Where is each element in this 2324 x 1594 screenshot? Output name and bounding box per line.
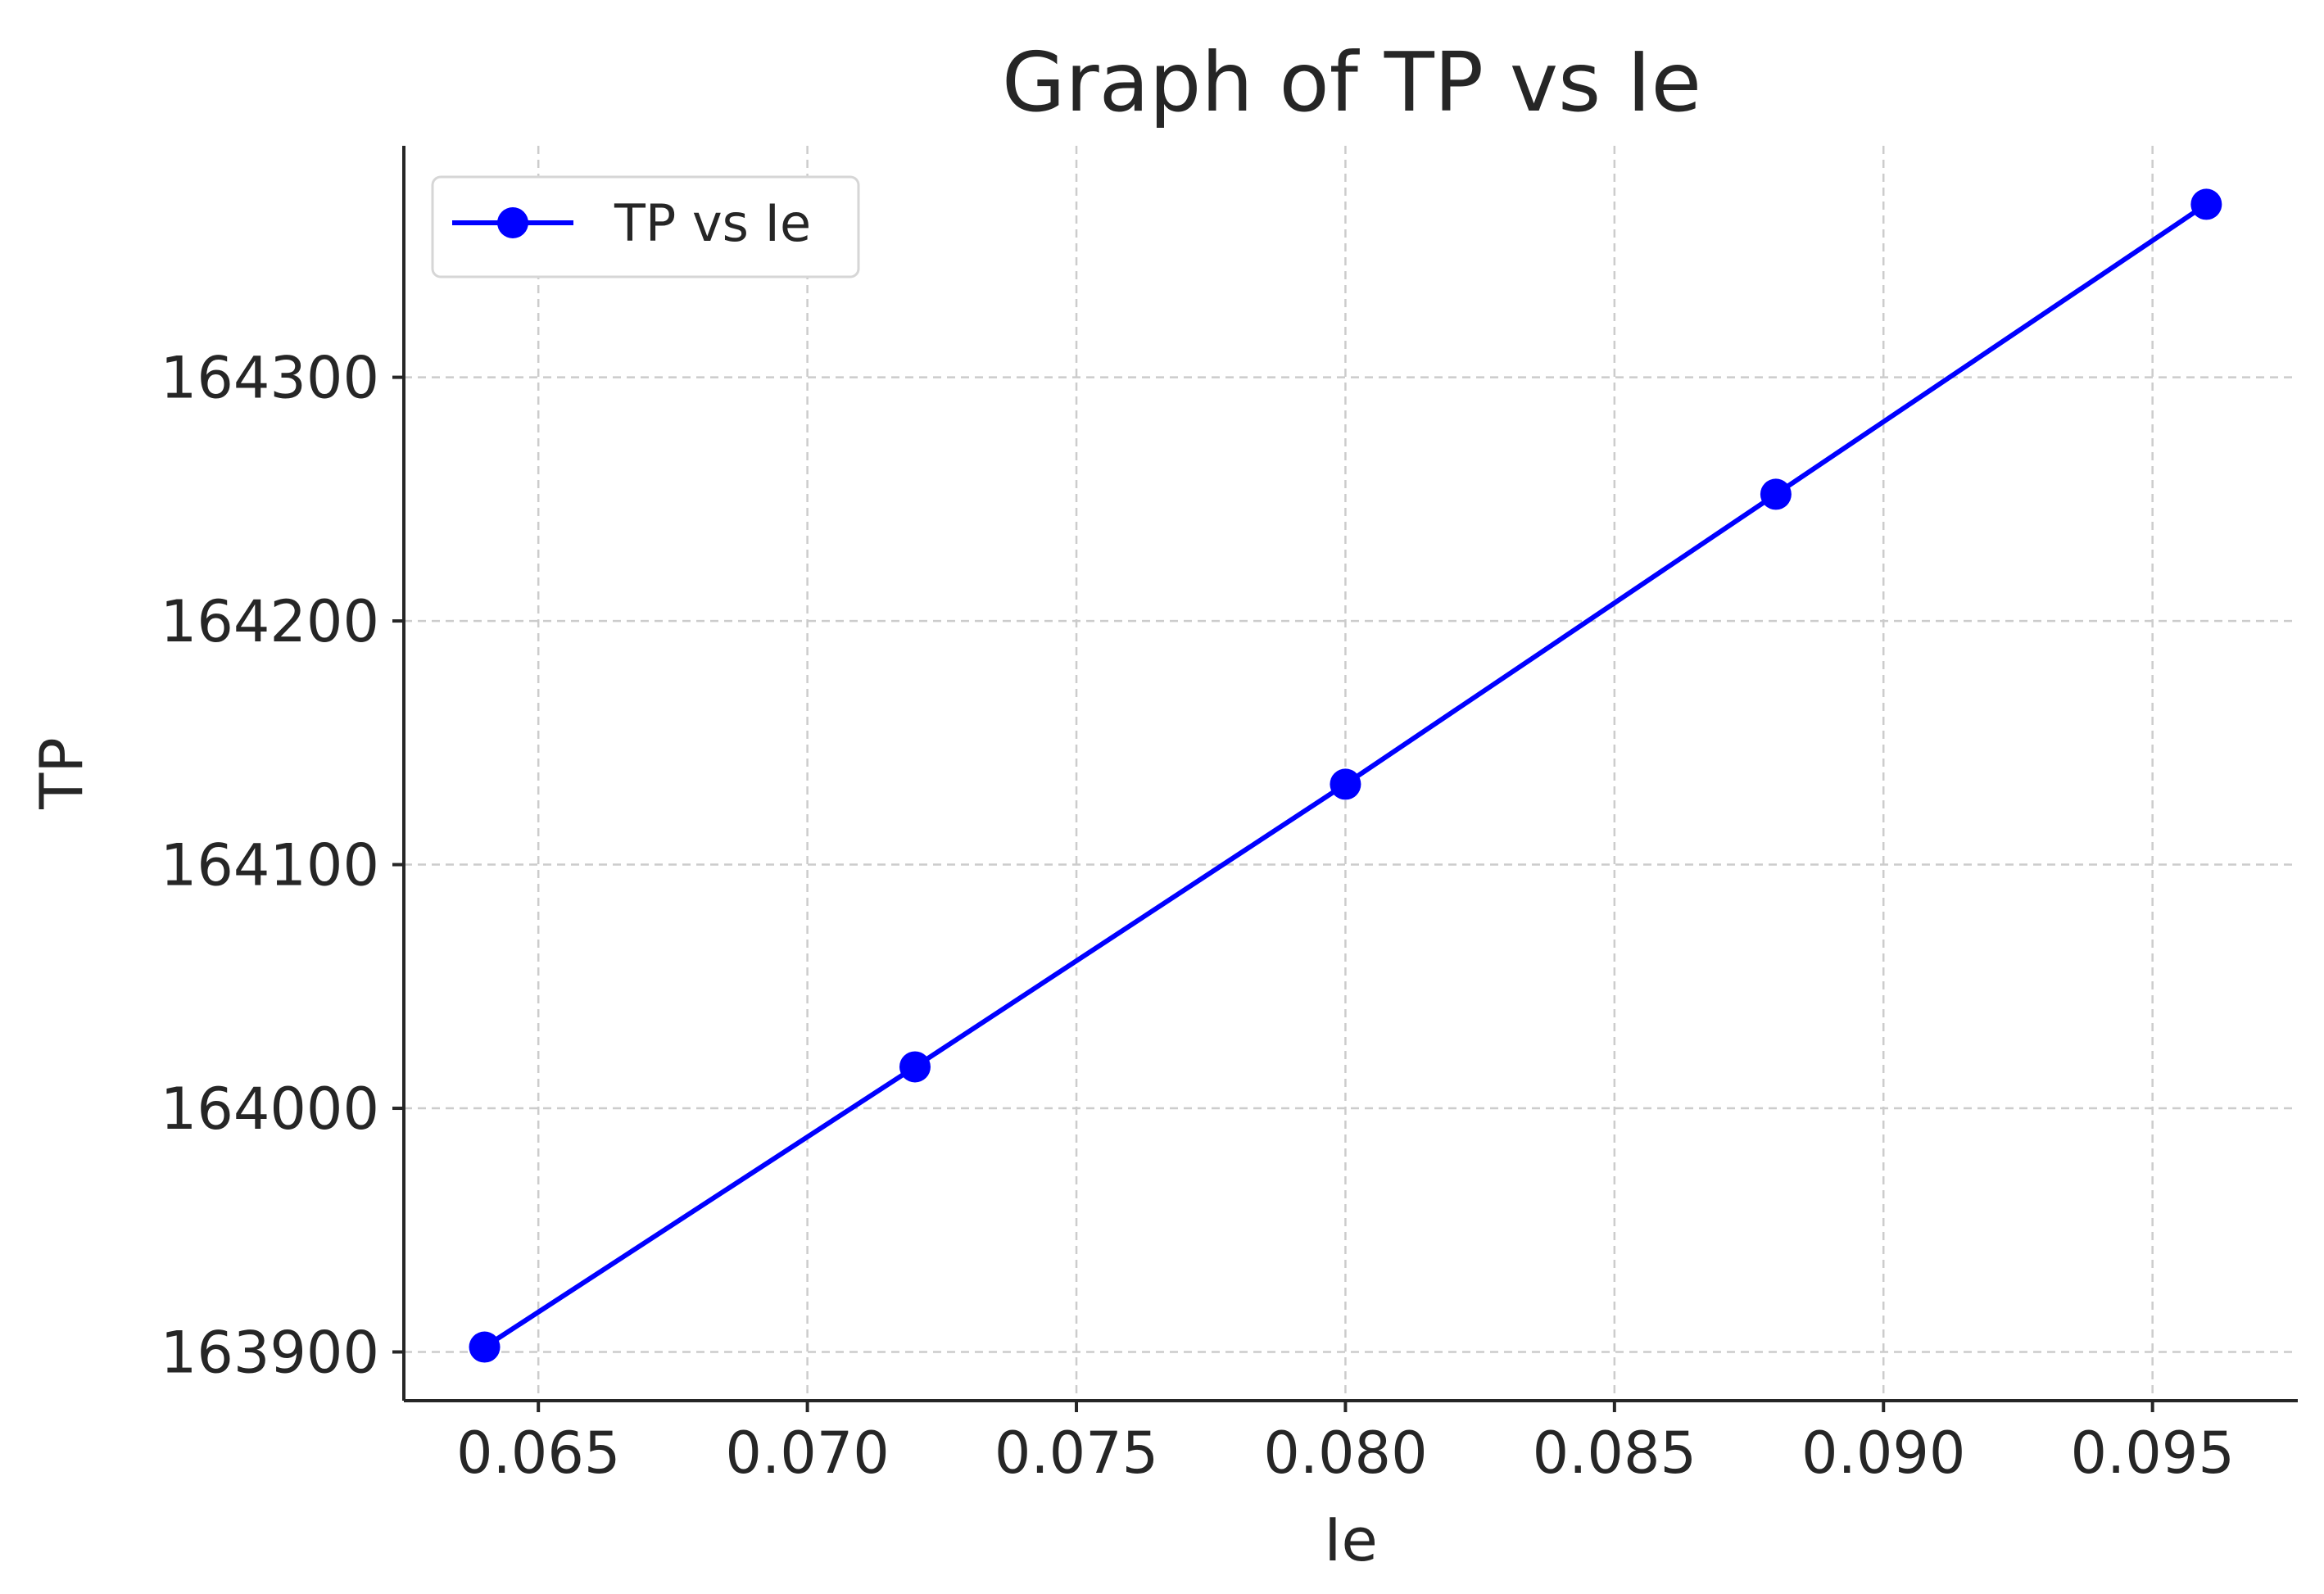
x-tick-label: 0.085 [1533, 1420, 1697, 1487]
x-tick-label: 0.095 [2070, 1420, 2234, 1487]
x-tick-label: 0.065 [456, 1420, 620, 1487]
y-tick-label: 164300 [161, 345, 379, 412]
y-tick-label: 163900 [161, 1320, 379, 1387]
legend-label: TP vs Ie [614, 193, 811, 253]
legend-box [431, 175, 860, 278]
grid [404, 146, 2298, 1401]
data-point [2190, 188, 2222, 220]
data-point [1330, 768, 1361, 800]
data-point [899, 1051, 931, 1083]
x-axis-ticks: 0.065 0.070 0.075 0.080 0.085 0.090 0.095 [456, 1401, 2235, 1487]
y-tick-label: 164100 [161, 832, 379, 899]
x-tick-label: 0.070 [725, 1420, 889, 1487]
data-point [469, 1331, 501, 1363]
legend: TP vs Ie [431, 175, 860, 278]
x-tick-label: 0.090 [1801, 1420, 1965, 1487]
x-axis-label: Ie [1324, 1506, 1378, 1574]
chart-title: Graph of TP vs Ie [1002, 34, 1701, 130]
data-point [1760, 478, 1792, 510]
y-axis-ticks: 163900 164000 164100 164200 164300 [161, 345, 404, 1387]
y-tick-label: 164000 [161, 1075, 379, 1143]
y-axis-label: TP [27, 737, 96, 809]
x-tick-label: 0.075 [994, 1420, 1158, 1487]
y-tick-label: 164200 [161, 588, 379, 655]
series-layer [469, 188, 2222, 1363]
legend-marker [497, 207, 528, 238]
axes-spines [402, 146, 2298, 1402]
x-tick-label: 0.080 [1263, 1420, 1427, 1487]
